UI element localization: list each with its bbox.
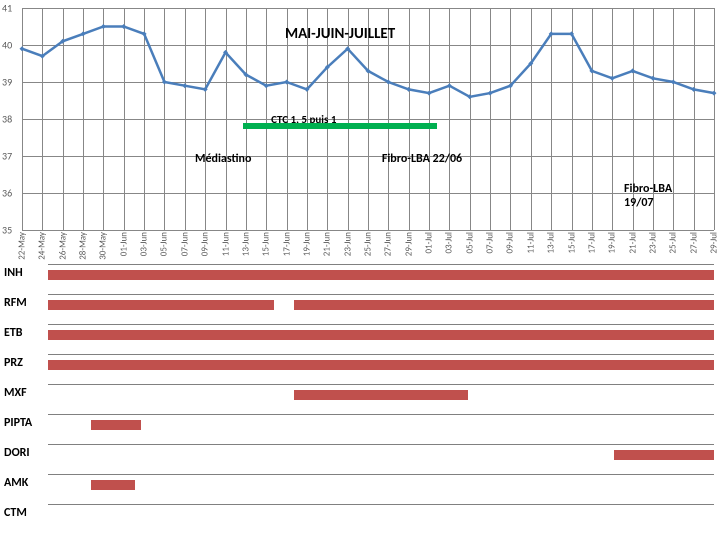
y-axis-label: 37 bbox=[2, 150, 12, 163]
gantt-track bbox=[48, 380, 714, 410]
x-axis-label: 19-Jun bbox=[301, 232, 312, 256]
y-axis-label: 35 bbox=[2, 224, 12, 237]
gantt-label: MXF bbox=[4, 386, 27, 400]
gantt-label: DORI bbox=[4, 446, 30, 460]
gantt-track bbox=[48, 410, 714, 440]
chart-annotation: Médiastino bbox=[195, 152, 251, 166]
gantt-chart: INH RFM ETB PRZ MXF PIPTA DORI AMK CTM bbox=[0, 260, 720, 530]
gantt-track bbox=[48, 290, 714, 320]
gantt-label: CTM bbox=[4, 506, 27, 520]
x-axis-label: 01-Jul bbox=[424, 232, 435, 254]
gridline bbox=[22, 230, 714, 231]
gantt-track bbox=[48, 320, 714, 350]
x-axis-label: 26-May bbox=[57, 232, 68, 260]
gantt-bar bbox=[294, 300, 714, 310]
gantt-label: PRZ bbox=[4, 356, 23, 370]
gantt-label: PIPTA bbox=[4, 416, 32, 430]
x-axis-label: 09-Jul bbox=[505, 232, 516, 254]
gantt-row: PIPTA bbox=[0, 410, 720, 440]
y-axis-label: 40 bbox=[2, 39, 12, 52]
gantt-row: INH bbox=[0, 260, 720, 290]
x-axis-label: 03-Jun bbox=[139, 232, 150, 256]
x-axis-label: 05-Jun bbox=[159, 232, 170, 256]
x-axis-label: 30-May bbox=[98, 232, 109, 260]
x-axis-label: 27-Jun bbox=[383, 232, 394, 256]
gantt-row: DORI bbox=[0, 440, 720, 470]
x-axis-label: 21-Jun bbox=[322, 232, 333, 256]
gantt-row: MXF bbox=[0, 380, 720, 410]
chart-annotation: Fibro-LBA 19/07 bbox=[624, 182, 704, 210]
x-axis-label: 23-Jun bbox=[342, 232, 353, 256]
x-axis-label: 28-May bbox=[78, 232, 89, 260]
x-axis-label: 17-Jul bbox=[586, 232, 597, 254]
gantt-track bbox=[48, 350, 714, 380]
line-chart: MAI-JUIN-JUILLETCTC 1, 5 puis 1Médiastin… bbox=[0, 0, 720, 260]
gantt-bar bbox=[91, 480, 134, 490]
chart-annotation: Fibro-LBA 22/06 bbox=[382, 152, 462, 166]
y-axis-label: 38 bbox=[2, 113, 12, 126]
y-axis-label: 41 bbox=[2, 2, 12, 15]
gantt-row: ETB bbox=[0, 320, 720, 350]
y-axis-label: 36 bbox=[2, 187, 12, 200]
x-axis-label: 22-May bbox=[17, 232, 28, 260]
gantt-row: AMK bbox=[0, 470, 720, 500]
x-axis-label: 23-Jul bbox=[647, 232, 658, 254]
x-axis-label: 13-Jun bbox=[240, 232, 251, 256]
gantt-row: CTM bbox=[0, 500, 720, 530]
gantt-bar bbox=[48, 330, 714, 340]
gantt-bar bbox=[48, 360, 714, 370]
x-axis-label: 09-Jun bbox=[200, 232, 211, 256]
x-axis-label: 29-Jul bbox=[709, 232, 720, 254]
gantt-row: RFM bbox=[0, 290, 720, 320]
x-axis-label: 25-Jun bbox=[363, 232, 374, 256]
x-axis-label: 07-Jul bbox=[485, 232, 496, 254]
gantt-bar bbox=[294, 390, 467, 400]
x-axis-label: 01-Jun bbox=[118, 232, 129, 256]
x-axis-label: 29-Jun bbox=[403, 232, 414, 256]
gantt-bar bbox=[614, 450, 714, 460]
x-axis-label: 11-Jul bbox=[525, 232, 536, 254]
y-axis-label: 39 bbox=[2, 76, 12, 89]
gantt-track bbox=[48, 440, 714, 470]
gantt-bar bbox=[48, 300, 274, 310]
chart-annotation: MAI-JUIN-JUILLET bbox=[285, 25, 395, 43]
x-axis-label: 25-Jul bbox=[668, 232, 679, 254]
gantt-label: RFM bbox=[4, 296, 27, 310]
gantt-track bbox=[48, 470, 714, 500]
gantt-track bbox=[48, 500, 714, 530]
gantt-row: PRZ bbox=[0, 350, 720, 380]
x-axis-label: 05-Jul bbox=[464, 232, 475, 254]
x-axis-label: 21-Jul bbox=[627, 232, 638, 254]
gantt-label: AMK bbox=[4, 476, 28, 490]
x-axis-label: 03-Jul bbox=[444, 232, 455, 254]
x-axis-label: 15-Jul bbox=[566, 232, 577, 254]
x-axis-label: 17-Jun bbox=[281, 232, 292, 256]
gantt-bar bbox=[91, 420, 141, 430]
x-axis-label: 11-Jun bbox=[220, 232, 231, 256]
ctc-bar bbox=[243, 123, 437, 129]
x-axis-label: 19-Jul bbox=[607, 232, 618, 254]
x-axis-label: 27-Jul bbox=[688, 232, 699, 254]
gantt-label: INH bbox=[4, 266, 23, 280]
gantt-bar bbox=[48, 270, 714, 280]
x-axis-label: 13-Jul bbox=[546, 232, 557, 254]
vtick bbox=[714, 8, 715, 230]
gantt-label: ETB bbox=[4, 326, 23, 340]
x-axis-label: 24-May bbox=[37, 232, 48, 260]
gantt-track bbox=[48, 260, 714, 290]
x-axis-label: 07-Jun bbox=[179, 232, 190, 256]
x-axis-label: 15-Jun bbox=[261, 232, 272, 256]
